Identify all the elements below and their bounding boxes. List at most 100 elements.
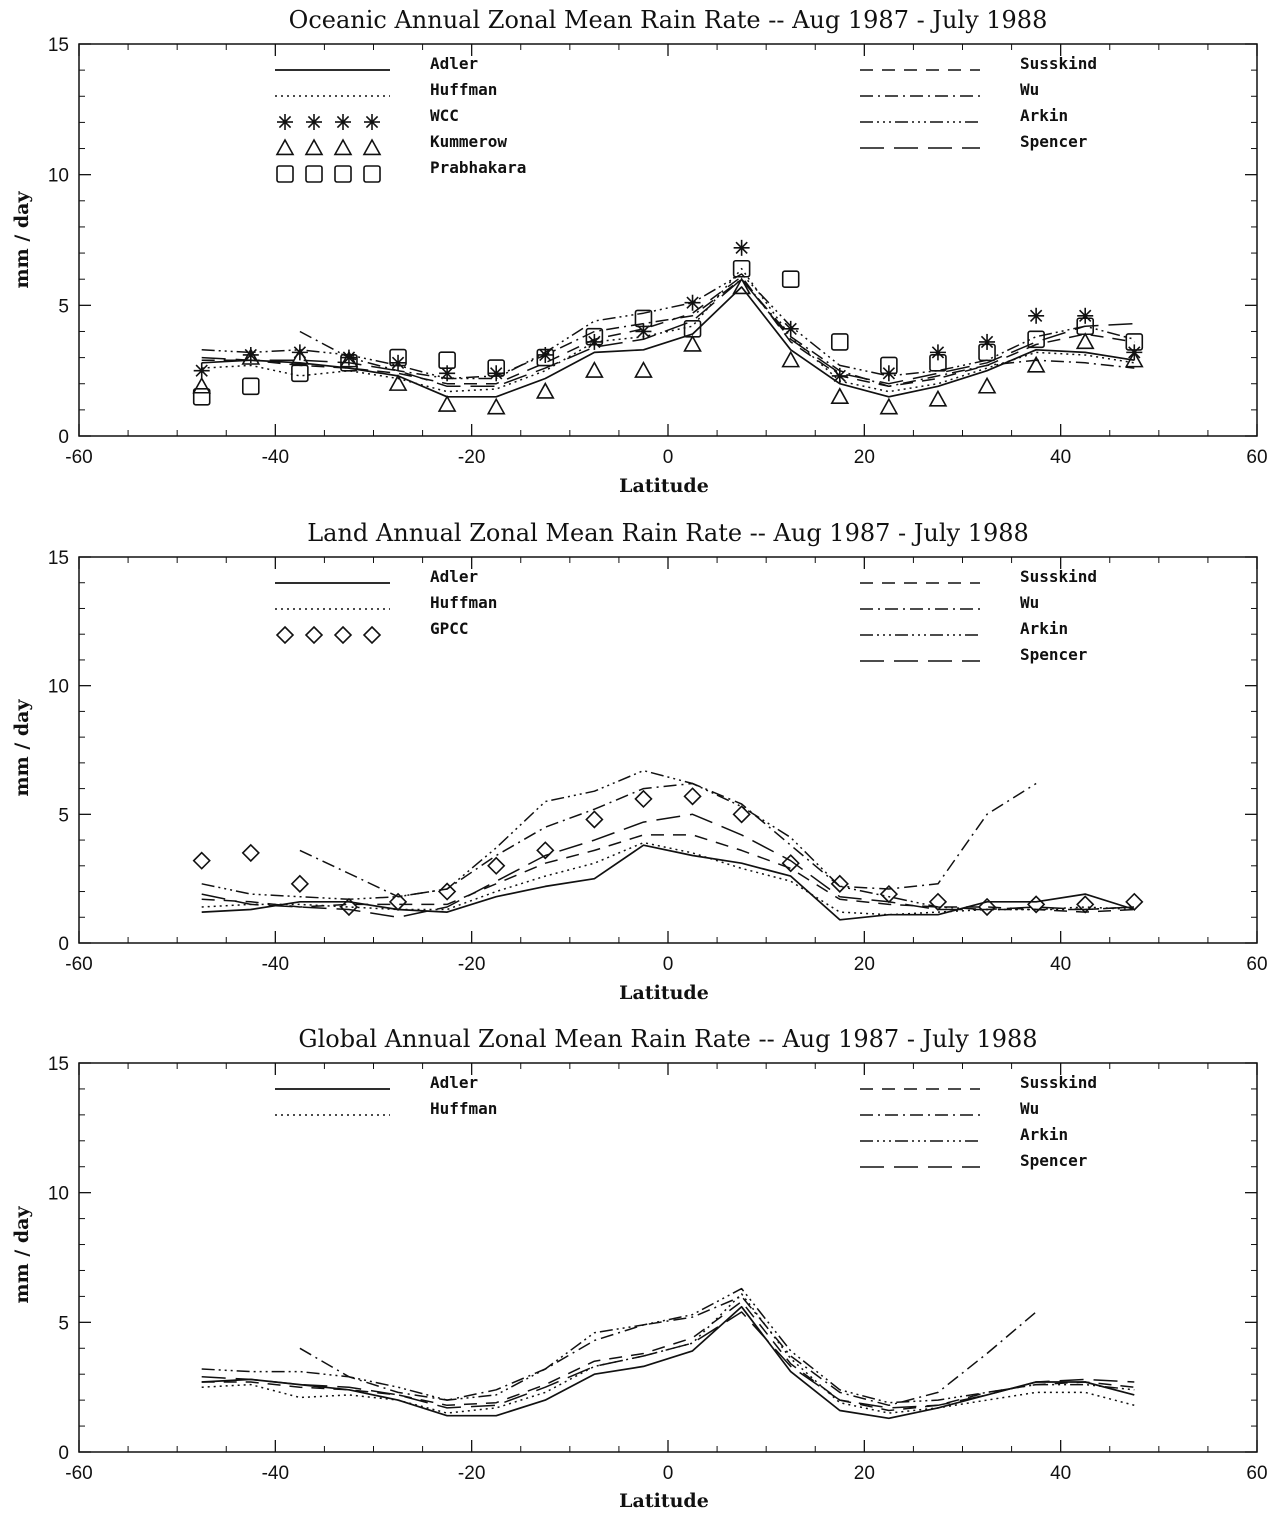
legend-label: Kummerow — [430, 132, 507, 151]
y-tick-label: 0 — [58, 427, 69, 448]
series-line-wu — [299, 782, 1037, 898]
legend-marker-kummerow — [304, 138, 324, 156]
series-line-huffman — [201, 1293, 1135, 1414]
legend-label: Wu — [1020, 1099, 1039, 1118]
data-point-gpcc — [928, 892, 948, 911]
data-point-gpcc — [585, 810, 604, 829]
series-line-huffman — [201, 267, 1135, 393]
legend-item-spencer: Spencer — [860, 1151, 1087, 1170]
legend-item-susskind: Susskind — [860, 567, 1097, 586]
data-point-kummerow — [781, 350, 801, 368]
legend-item-adler: Adler — [275, 54, 478, 73]
oceanic-panel: Oceanic Annual Zonal Mean Rain Rate -- A… — [11, 6, 1268, 497]
data-point-prabhakara — [585, 327, 604, 346]
series-line-adler — [201, 844, 1135, 921]
data-point-gpcc — [536, 841, 555, 860]
legend-label: Spencer — [1020, 132, 1087, 151]
x-tick-label: 20 — [854, 954, 875, 975]
legend-marker-prabhakara — [305, 165, 323, 183]
data-point-prabhakara — [732, 259, 751, 278]
data-point-prabhakara — [241, 377, 260, 396]
legend-item-wu: Wu — [860, 1099, 1039, 1118]
y-tick-label: 15 — [48, 35, 69, 56]
legend-item-huffman: Huffman — [275, 593, 497, 612]
x-tick-label: -60 — [65, 1463, 92, 1484]
data-point-kummerow — [1026, 355, 1046, 373]
data-point-prabhakara — [781, 270, 800, 289]
series-line-susskind — [201, 1300, 1135, 1412]
data-point-prabhakara — [929, 354, 947, 372]
data-point-kummerow — [1075, 332, 1095, 350]
legend-marker-gpcc — [333, 625, 353, 645]
y-axis-label: mm / day — [11, 699, 33, 797]
legend-item-susskind: Susskind — [860, 1073, 1097, 1092]
y-tick-label: 0 — [58, 1443, 69, 1464]
y-tick-label: 0 — [58, 934, 69, 955]
series-line-susskind — [201, 275, 1135, 388]
x-tick-label: -60 — [65, 954, 92, 975]
legend-label: Susskind — [1020, 567, 1097, 586]
legend-label: Adler — [430, 567, 478, 586]
data-point-kummerow — [634, 361, 653, 378]
legend-marker-wcc — [277, 114, 293, 130]
data-point-wcc — [193, 362, 210, 379]
x-tick-label: 60 — [1246, 447, 1267, 468]
x-axis-label: Latitude — [619, 1490, 709, 1512]
series-line-wu — [299, 1295, 1037, 1407]
data-point-gpcc — [487, 856, 506, 875]
series-line-arkin — [201, 769, 1135, 911]
land-panel: Land Annual Zonal Mean Rain Rate -- Aug … — [11, 519, 1268, 1004]
legend-marker-gpcc — [362, 625, 382, 645]
data-point-prabhakara — [830, 333, 849, 351]
data-point-gpcc — [683, 787, 702, 806]
data-point-gpcc — [732, 805, 751, 824]
legend-label: Arkin — [1020, 1125, 1068, 1144]
y-tick-label: 10 — [48, 1184, 69, 1205]
y-tick-label: 15 — [48, 548, 69, 569]
chart-title: Oceanic Annual Zonal Mean Rain Rate -- A… — [289, 6, 1048, 34]
data-point-gpcc — [1026, 895, 1046, 914]
data-point-kummerow — [241, 347, 261, 365]
series-line-wu — [299, 278, 1135, 388]
data-point-kummerow — [437, 394, 457, 412]
data-point-prabhakara — [880, 356, 898, 375]
x-tick-label: -20 — [458, 447, 485, 468]
data-point-prabhakara — [291, 364, 309, 383]
data-point-wcc — [1028, 307, 1045, 324]
legend-label: WCC — [430, 106, 459, 125]
legend-item-spencer: Spencer — [860, 132, 1087, 151]
legend-marker-wcc — [335, 114, 351, 130]
data-point-kummerow — [732, 277, 751, 295]
legend-marker-wcc — [306, 114, 322, 130]
plot-frame — [78, 556, 1258, 944]
legend-label: Spencer — [1020, 1151, 1087, 1170]
legend-item-arkin: Arkin — [860, 1125, 1068, 1144]
data-point-kummerow — [535, 381, 555, 399]
y-tick-label: 5 — [58, 805, 69, 826]
x-axis-label: Latitude — [619, 475, 709, 497]
legend-label: Wu — [1020, 593, 1039, 612]
data-point-gpcc — [388, 892, 408, 911]
data-point-gpcc — [830, 874, 849, 893]
data-point-gpcc — [634, 789, 653, 809]
data-point-gpcc — [437, 882, 457, 901]
data-point-kummerow — [879, 397, 899, 415]
data-point-wcc — [1077, 307, 1094, 324]
x-tick-label: 20 — [854, 1463, 875, 1484]
series-line-huffman — [201, 841, 1135, 916]
data-point-wcc — [929, 344, 946, 361]
series-line-arkin — [201, 273, 1135, 380]
x-tick-label: 60 — [1246, 1463, 1267, 1484]
legend-marker-kummerow — [275, 138, 295, 156]
y-axis-label: mm / day — [11, 1206, 33, 1304]
legend-marker-prabhakara — [363, 165, 381, 183]
data-point-gpcc — [781, 854, 800, 873]
plot-frame — [78, 43, 1258, 437]
legend-item-arkin: Arkin — [860, 619, 1068, 638]
legend-marker-kummerow — [362, 138, 382, 156]
legend-item-gpcc: GPCC — [275, 619, 469, 645]
data-point-prabhakara — [192, 387, 211, 406]
x-tick-label: -40 — [262, 954, 289, 975]
series-line-spencer — [201, 1311, 1135, 1409]
